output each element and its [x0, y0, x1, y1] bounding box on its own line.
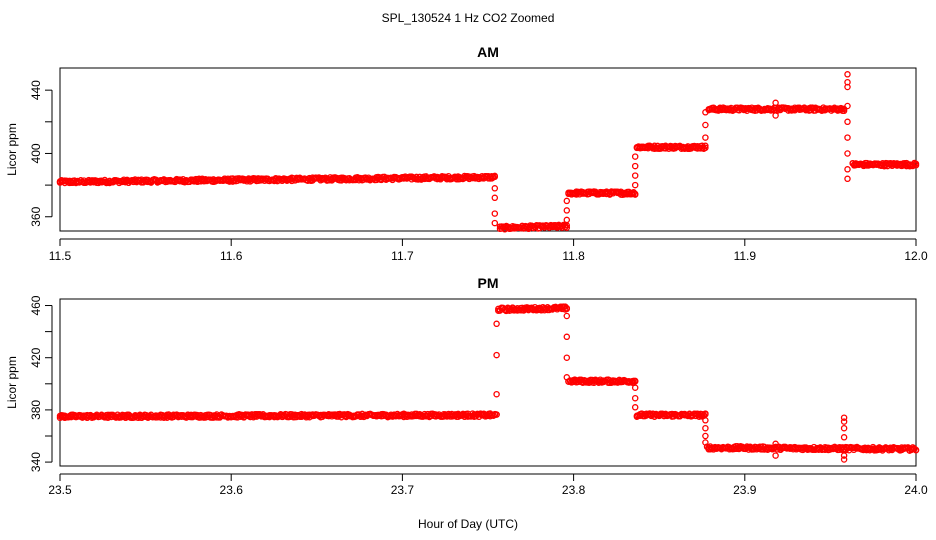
data-point — [844, 102, 851, 110]
data-point — [491, 173, 499, 181]
data-point — [563, 374, 571, 381]
data-point — [844, 166, 851, 173]
data-point — [840, 424, 848, 432]
data-point — [631, 162, 639, 170]
data-point — [844, 78, 851, 86]
data-point — [840, 452, 848, 459]
data-point — [702, 417, 709, 424]
data-point — [631, 190, 639, 198]
data-point — [844, 71, 851, 78]
x-tick-label: 11.6 — [220, 249, 243, 263]
data-point — [840, 456, 848, 463]
x-tick-label: 23.6 — [220, 483, 244, 497]
data-point — [912, 161, 920, 169]
data-point — [840, 414, 848, 421]
figure-title: SPL_130524 1 Hz CO2 Zoomed — [382, 11, 555, 25]
y-tick-label: 340 — [29, 452, 43, 472]
data-point — [563, 207, 571, 214]
x-tick-label: 23.8 — [562, 483, 586, 497]
data-point — [772, 440, 779, 448]
data-point — [844, 150, 851, 157]
x-tick-label: 11.8 — [562, 249, 585, 263]
data-point — [491, 194, 499, 202]
panel-title: PM — [478, 275, 499, 291]
data-point — [493, 320, 500, 328]
y-tick-label: 420 — [29, 347, 43, 367]
y-tick-label: 360 — [29, 206, 43, 226]
y-axis-label: Licor ppm — [5, 123, 19, 176]
data-point — [563, 354, 571, 361]
data-point — [493, 411, 500, 418]
x-tick-label: 23.9 — [733, 483, 757, 497]
data-points — [56, 71, 920, 233]
data-point — [912, 446, 920, 454]
data-point — [840, 418, 848, 425]
data-point — [702, 432, 709, 440]
y-tick-label: 460 — [29, 295, 43, 315]
data-points — [56, 303, 920, 463]
data-point — [491, 219, 499, 227]
x-tick-label: 24.0 — [904, 483, 928, 497]
y-axis-label: Licor ppm — [5, 356, 19, 409]
data-point — [911, 445, 918, 452]
data-point — [631, 172, 639, 179]
data-point — [844, 134, 851, 141]
data-point — [563, 224, 571, 231]
data-point — [631, 378, 639, 385]
data-point — [563, 312, 571, 320]
data-point — [702, 134, 709, 141]
plot-frame — [59, 67, 917, 232]
plot-frame — [59, 298, 917, 467]
data-point — [702, 142, 709, 150]
data-point — [772, 112, 779, 119]
x-tick-label: 11.9 — [734, 249, 757, 263]
data-point — [563, 197, 571, 205]
x-tick-label: 23.5 — [48, 483, 72, 497]
data-point — [840, 434, 848, 441]
x-tick-label: 11.5 — [49, 249, 72, 263]
data-point — [772, 452, 779, 459]
data-point — [631, 384, 639, 391]
data-point — [772, 99, 779, 107]
data-point — [702, 439, 709, 446]
x-axis-label: Hour of Day (UTC) — [418, 517, 518, 531]
x-tick-label: 11.7 — [391, 249, 414, 263]
data-point — [563, 304, 571, 312]
data-point — [702, 411, 709, 418]
data-point — [563, 216, 571, 224]
data-point — [491, 210, 499, 217]
data-point — [563, 333, 571, 341]
data-point — [844, 175, 851, 183]
data-point — [491, 185, 499, 192]
data-point — [493, 390, 500, 398]
data-point — [631, 404, 639, 411]
panel-am: AM Licor ppm 11.5 11.6 11.7 11.8 11.9 12.0 360 40… — [5, 44, 928, 263]
data-point — [631, 181, 639, 189]
panel-title: AM — [477, 44, 499, 60]
data-point — [844, 118, 851, 126]
data-point — [702, 121, 709, 129]
y-tick-label: 380 — [29, 400, 43, 420]
x-tick-label: 12.0 — [904, 249, 928, 263]
data-point — [631, 153, 639, 160]
panel-pm: PM Licor ppm 23.5 23.6 23.7 23.8 23.9 24.0 340 38… — [5, 275, 928, 497]
data-point — [493, 351, 500, 359]
y-tick-label: 400 — [29, 143, 43, 163]
data-point — [702, 109, 709, 116]
x-tick-label: 23.7 — [391, 483, 415, 497]
data-point — [631, 394, 639, 402]
data-point — [702, 424, 709, 432]
y-tick-label: 440 — [29, 80, 43, 100]
data-point — [702, 144, 709, 152]
